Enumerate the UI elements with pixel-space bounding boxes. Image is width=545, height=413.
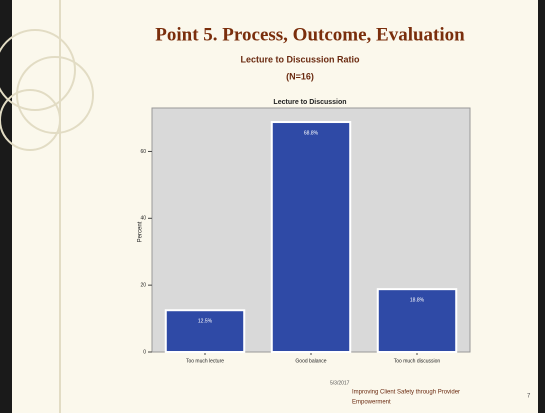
- footer-text: Improving Client Safety through Provider: [352, 390, 460, 396]
- chart-title: Lecture to Discussion: [273, 99, 346, 106]
- bar: [164, 309, 246, 353]
- left-edge: [0, 0, 12, 413]
- footer-text: Empowerment: [352, 400, 391, 406]
- y-axis-label: Percent: [138, 221, 144, 242]
- x-tick-label: Good balance: [295, 358, 326, 364]
- footer-date: 5/3/2017: [330, 380, 350, 386]
- value-label: 68.8%: [304, 130, 319, 136]
- y-tick-label: 60: [140, 149, 146, 155]
- value-label: 12.5%: [198, 319, 213, 325]
- y-tick-label: 40: [140, 216, 146, 222]
- y-tick-label: 20: [140, 282, 146, 288]
- value-label: 18.8%: [410, 297, 425, 303]
- y-tick-label: 0: [143, 349, 146, 355]
- slide-title: Point 5. Process, Outcome, Evaluation: [155, 24, 465, 45]
- decoration: [0, 0, 94, 413]
- x-tick-label: Too much lecture: [186, 358, 224, 364]
- slide-subtitle: (N=16): [286, 71, 314, 81]
- x-tick-label: Too much discussion: [394, 358, 441, 364]
- page-number: 7: [527, 394, 531, 400]
- right-edge: [538, 0, 545, 413]
- bar: [270, 121, 352, 353]
- bar: [376, 288, 458, 354]
- slide-subtitle: Lecture to Discussion Ratio: [240, 54, 360, 64]
